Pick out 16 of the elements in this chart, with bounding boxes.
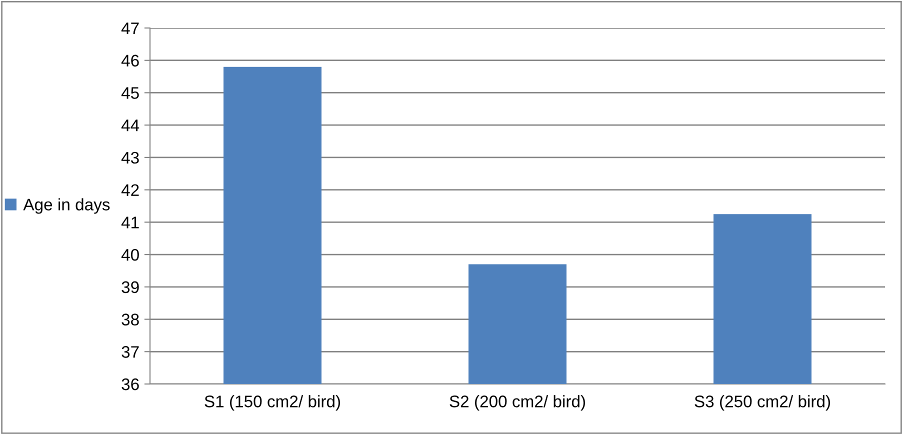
y-tick-label: 44 <box>121 120 140 132</box>
y-tick-label: 37 <box>122 346 139 358</box>
y-tick-label: 36 <box>122 378 139 390</box>
y-tick-label: 47 <box>121 22 139 34</box>
y-tick-label: 40 <box>121 248 139 261</box>
x-tick-label: S3 (250 cm2/ bird) <box>694 395 830 411</box>
y-tick-label: 43 <box>121 152 139 164</box>
legend-label: Age in days <box>23 198 110 214</box>
y-tick-label: 46 <box>121 54 139 67</box>
y-tick-label: 39 <box>122 281 139 294</box>
x-tick-label: S2 (200 cm2/ bird) <box>450 395 586 411</box>
y-tick-label: 41 <box>121 216 139 228</box>
y-tick-label: 42 <box>121 184 139 196</box>
y-tick-label: 45 <box>121 87 139 99</box>
y-tick-label: 38 <box>122 314 139 326</box>
x-tick-label: S1 (150 cm2/ bird) <box>204 395 340 411</box>
